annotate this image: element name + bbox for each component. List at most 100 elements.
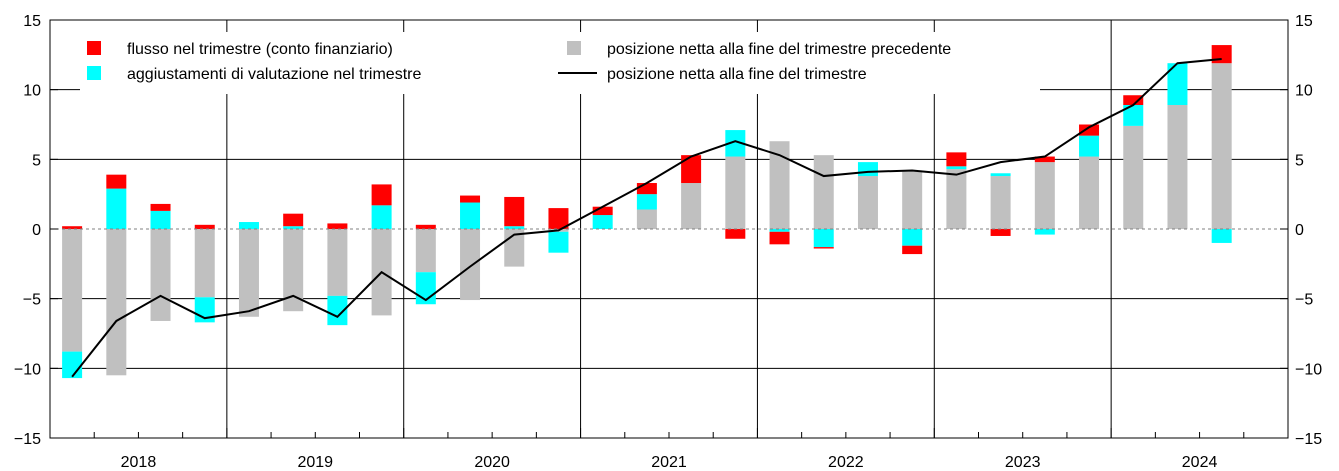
- bar: [283, 213, 304, 227]
- bar: [238, 229, 259, 317]
- legend-swatch: [87, 66, 101, 80]
- bar: [1167, 104, 1188, 229]
- y-tick-label: 10: [23, 83, 41, 100]
- bar: [1123, 95, 1144, 105]
- y-tick-label: 5: [32, 152, 41, 169]
- bar: [460, 229, 481, 301]
- bar: [769, 141, 790, 229]
- bar: [769, 229, 790, 232]
- bar: [327, 229, 348, 296]
- bar: [725, 156, 746, 229]
- x-tick-label: 2020: [474, 454, 510, 471]
- bar: [194, 224, 215, 229]
- bar: [769, 231, 790, 245]
- bar: [1034, 156, 1055, 163]
- bar: [106, 174, 127, 189]
- bar: [283, 229, 304, 312]
- bar: [1034, 229, 1055, 235]
- legend-label: posizione netta alla fine del trimestre …: [607, 41, 951, 58]
- y-tick-label: 0: [32, 222, 41, 239]
- bar: [813, 247, 834, 249]
- line-series: [71, 58, 1222, 378]
- y-axis-left: −15 −10 −5 0 5 10 15: [14, 13, 58, 448]
- bar: [902, 170, 923, 229]
- x-tick-label: 2021: [651, 454, 687, 471]
- bar: [371, 205, 392, 229]
- bar: [106, 229, 127, 376]
- bar: [681, 155, 702, 184]
- bar: [592, 206, 613, 216]
- legend-background: [80, 32, 1040, 94]
- bar: [990, 173, 1011, 177]
- bar: [813, 229, 834, 248]
- bar: [460, 202, 481, 229]
- bar: [946, 166, 967, 170]
- y-tick-label: 0: [1295, 222, 1304, 239]
- bar: [504, 196, 525, 227]
- bar: [725, 229, 746, 239]
- bar: [592, 215, 613, 229]
- x-tick-label: 2024: [1182, 454, 1218, 471]
- series-line: [71, 58, 1222, 378]
- bar: [857, 162, 878, 177]
- bar: [150, 229, 171, 321]
- legend-label: posizione netta alla fine del trimestre: [607, 66, 867, 83]
- y-tick-label: 15: [1295, 13, 1313, 30]
- legend-swatch: [567, 41, 581, 55]
- y-tick-label: −5: [1295, 292, 1313, 309]
- x-axis: 2018 2019 2020 2021 2022 2023 2024: [93, 428, 1245, 471]
- x-tick-label: 2022: [828, 454, 864, 471]
- y-tick-label: 10: [1295, 83, 1313, 100]
- bar: [415, 229, 436, 273]
- bar: [681, 183, 702, 229]
- bar: [62, 226, 83, 229]
- bar: [1034, 162, 1055, 229]
- bar: [636, 183, 657, 195]
- bar: [946, 152, 967, 167]
- y-tick-label: 5: [1295, 152, 1304, 169]
- bar: [150, 203, 171, 211]
- bar: [371, 184, 392, 206]
- legend-swatch: [87, 41, 101, 55]
- bar: [327, 295, 348, 326]
- bar: [1211, 63, 1232, 230]
- bar: [902, 229, 923, 246]
- bar: [283, 226, 304, 229]
- y-tick-label: −15: [14, 431, 41, 448]
- x-tick-label: 2023: [1005, 454, 1041, 471]
- bar: [990, 176, 1011, 229]
- y-tick-label: 15: [23, 13, 41, 30]
- bar: [636, 209, 657, 229]
- bar: [725, 130, 746, 157]
- y-axis-right: −15 −10 −5 0 5 10 15: [1280, 13, 1322, 448]
- bar: [548, 231, 569, 253]
- bar: [415, 224, 436, 229]
- x-tick-label: 2019: [297, 454, 333, 471]
- bar: [548, 208, 569, 229]
- bar: [902, 245, 923, 255]
- bar: [1123, 125, 1144, 229]
- bar: [946, 169, 967, 229]
- y-tick-label: −5: [23, 292, 41, 309]
- bar: [150, 210, 171, 229]
- bar: [62, 351, 83, 379]
- bar: [460, 195, 481, 203]
- bar: [106, 188, 127, 229]
- bar: [1079, 156, 1100, 229]
- bar: [504, 226, 525, 229]
- x-tick-label: 2018: [121, 454, 157, 471]
- legend: flusso nel trimestre (conto finanziario)…: [80, 32, 1040, 94]
- y-tick-label: −10: [14, 361, 41, 378]
- bar: [327, 223, 348, 229]
- bar: [990, 229, 1011, 236]
- bar: [1167, 63, 1188, 105]
- y-tick-label: −15: [1295, 431, 1322, 448]
- bar: [194, 229, 215, 298]
- legend-label: flusso nel trimestre (conto finanziario): [127, 41, 393, 58]
- bar: [62, 229, 83, 352]
- bar: [1079, 135, 1100, 157]
- bar: [636, 194, 657, 210]
- bar: [857, 176, 878, 229]
- bar: [238, 222, 259, 229]
